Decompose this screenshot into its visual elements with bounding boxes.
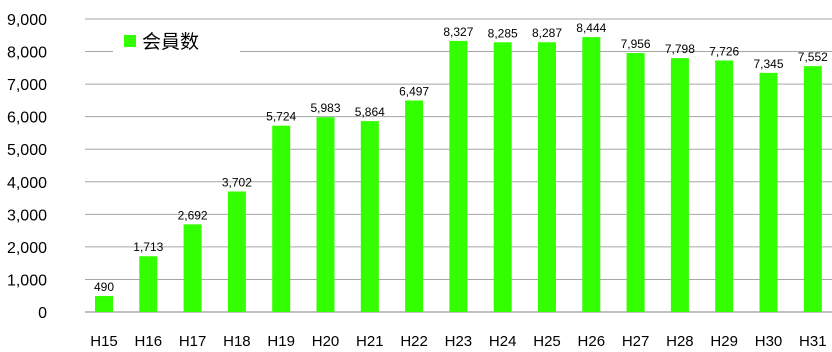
data-label: 1,713 xyxy=(133,240,163,254)
x-tick-label: H29 xyxy=(710,333,738,350)
y-tick-label: 3,000 xyxy=(7,207,47,224)
bar xyxy=(405,100,424,312)
x-tick-label: H22 xyxy=(400,333,428,350)
data-label: 7,956 xyxy=(621,37,651,51)
x-tick-label: H26 xyxy=(578,333,606,350)
x-axis-ticks: H15 H16 H17 H18 H19 H20 H21 H22 H23 H24 H25 H26 H27 H… xyxy=(90,333,826,350)
data-label: 5,724 xyxy=(266,110,296,124)
bar xyxy=(139,256,158,312)
bar xyxy=(670,58,689,313)
data-label: 8,287 xyxy=(532,26,562,40)
bar xyxy=(538,42,556,313)
bar xyxy=(715,60,734,313)
x-tick-label: H15 xyxy=(90,333,118,350)
bar xyxy=(759,72,778,312)
bar xyxy=(626,52,645,312)
legend-label: 会員数 xyxy=(142,31,199,53)
bar xyxy=(493,42,512,312)
y-tick-label: 2,000 xyxy=(7,240,47,257)
data-label: 7,798 xyxy=(665,42,695,56)
data-label: 3,702 xyxy=(222,175,252,189)
x-tick-label: H20 xyxy=(312,333,340,350)
x-tick-label: H28 xyxy=(666,333,694,350)
x-tick-label: H19 xyxy=(267,333,295,350)
bar xyxy=(316,117,335,312)
y-tick-label: 1,000 xyxy=(7,272,47,289)
x-tick-label: H25 xyxy=(533,333,561,350)
x-tick-label: H27 xyxy=(622,333,650,350)
bar xyxy=(449,40,468,313)
bar xyxy=(272,125,291,312)
data-label: 8,444 xyxy=(576,21,606,35)
data-label: 5,983 xyxy=(310,101,340,115)
y-tick-label: 9,000 xyxy=(7,12,47,29)
bar xyxy=(803,66,822,312)
x-tick-label: H23 xyxy=(445,333,473,350)
data-label: 7,552 xyxy=(798,50,828,64)
x-tick-label: H17 xyxy=(179,333,207,350)
bar xyxy=(95,296,113,312)
x-tick-label: H21 xyxy=(356,333,384,350)
legend: 会員数 xyxy=(113,24,240,74)
x-tick-label: H30 xyxy=(755,333,783,350)
data-label: 5,864 xyxy=(355,105,385,119)
data-label: 8,327 xyxy=(443,25,473,39)
bar xyxy=(582,37,601,312)
y-tick-label: 7,000 xyxy=(7,77,47,94)
y-tick-label: 5,000 xyxy=(7,142,47,159)
x-tick-label: H24 xyxy=(489,333,517,350)
data-label: 2,692 xyxy=(178,208,208,222)
legend-swatch xyxy=(124,35,136,47)
x-tick-label: H16 xyxy=(135,333,163,350)
y-axis-ticks: 0 1,000 2,000 3,000 4,000 5,000 6,000 7,000 8,00… xyxy=(7,12,47,322)
bar xyxy=(227,191,246,312)
y-tick-label: 4,000 xyxy=(7,175,47,192)
y-tick-label: 8,000 xyxy=(7,45,47,62)
x-tick-label: H31 xyxy=(799,333,827,350)
legend-background xyxy=(113,24,240,74)
data-label: 6,497 xyxy=(399,84,429,98)
bars xyxy=(95,37,822,313)
data-label: 7,726 xyxy=(709,44,739,58)
bar xyxy=(360,121,379,312)
data-labels: 490 1,713 2,692 3,702 5,724 5,983 5,864 6,497 8,… xyxy=(94,21,828,294)
bar xyxy=(183,224,202,312)
data-label: 7,345 xyxy=(753,57,783,71)
y-tick-label: 0 xyxy=(38,305,47,322)
data-label: 490 xyxy=(94,280,114,294)
x-tick-label: H18 xyxy=(223,333,251,350)
data-label: 8,285 xyxy=(488,26,518,40)
y-tick-label: 6,000 xyxy=(7,110,47,127)
